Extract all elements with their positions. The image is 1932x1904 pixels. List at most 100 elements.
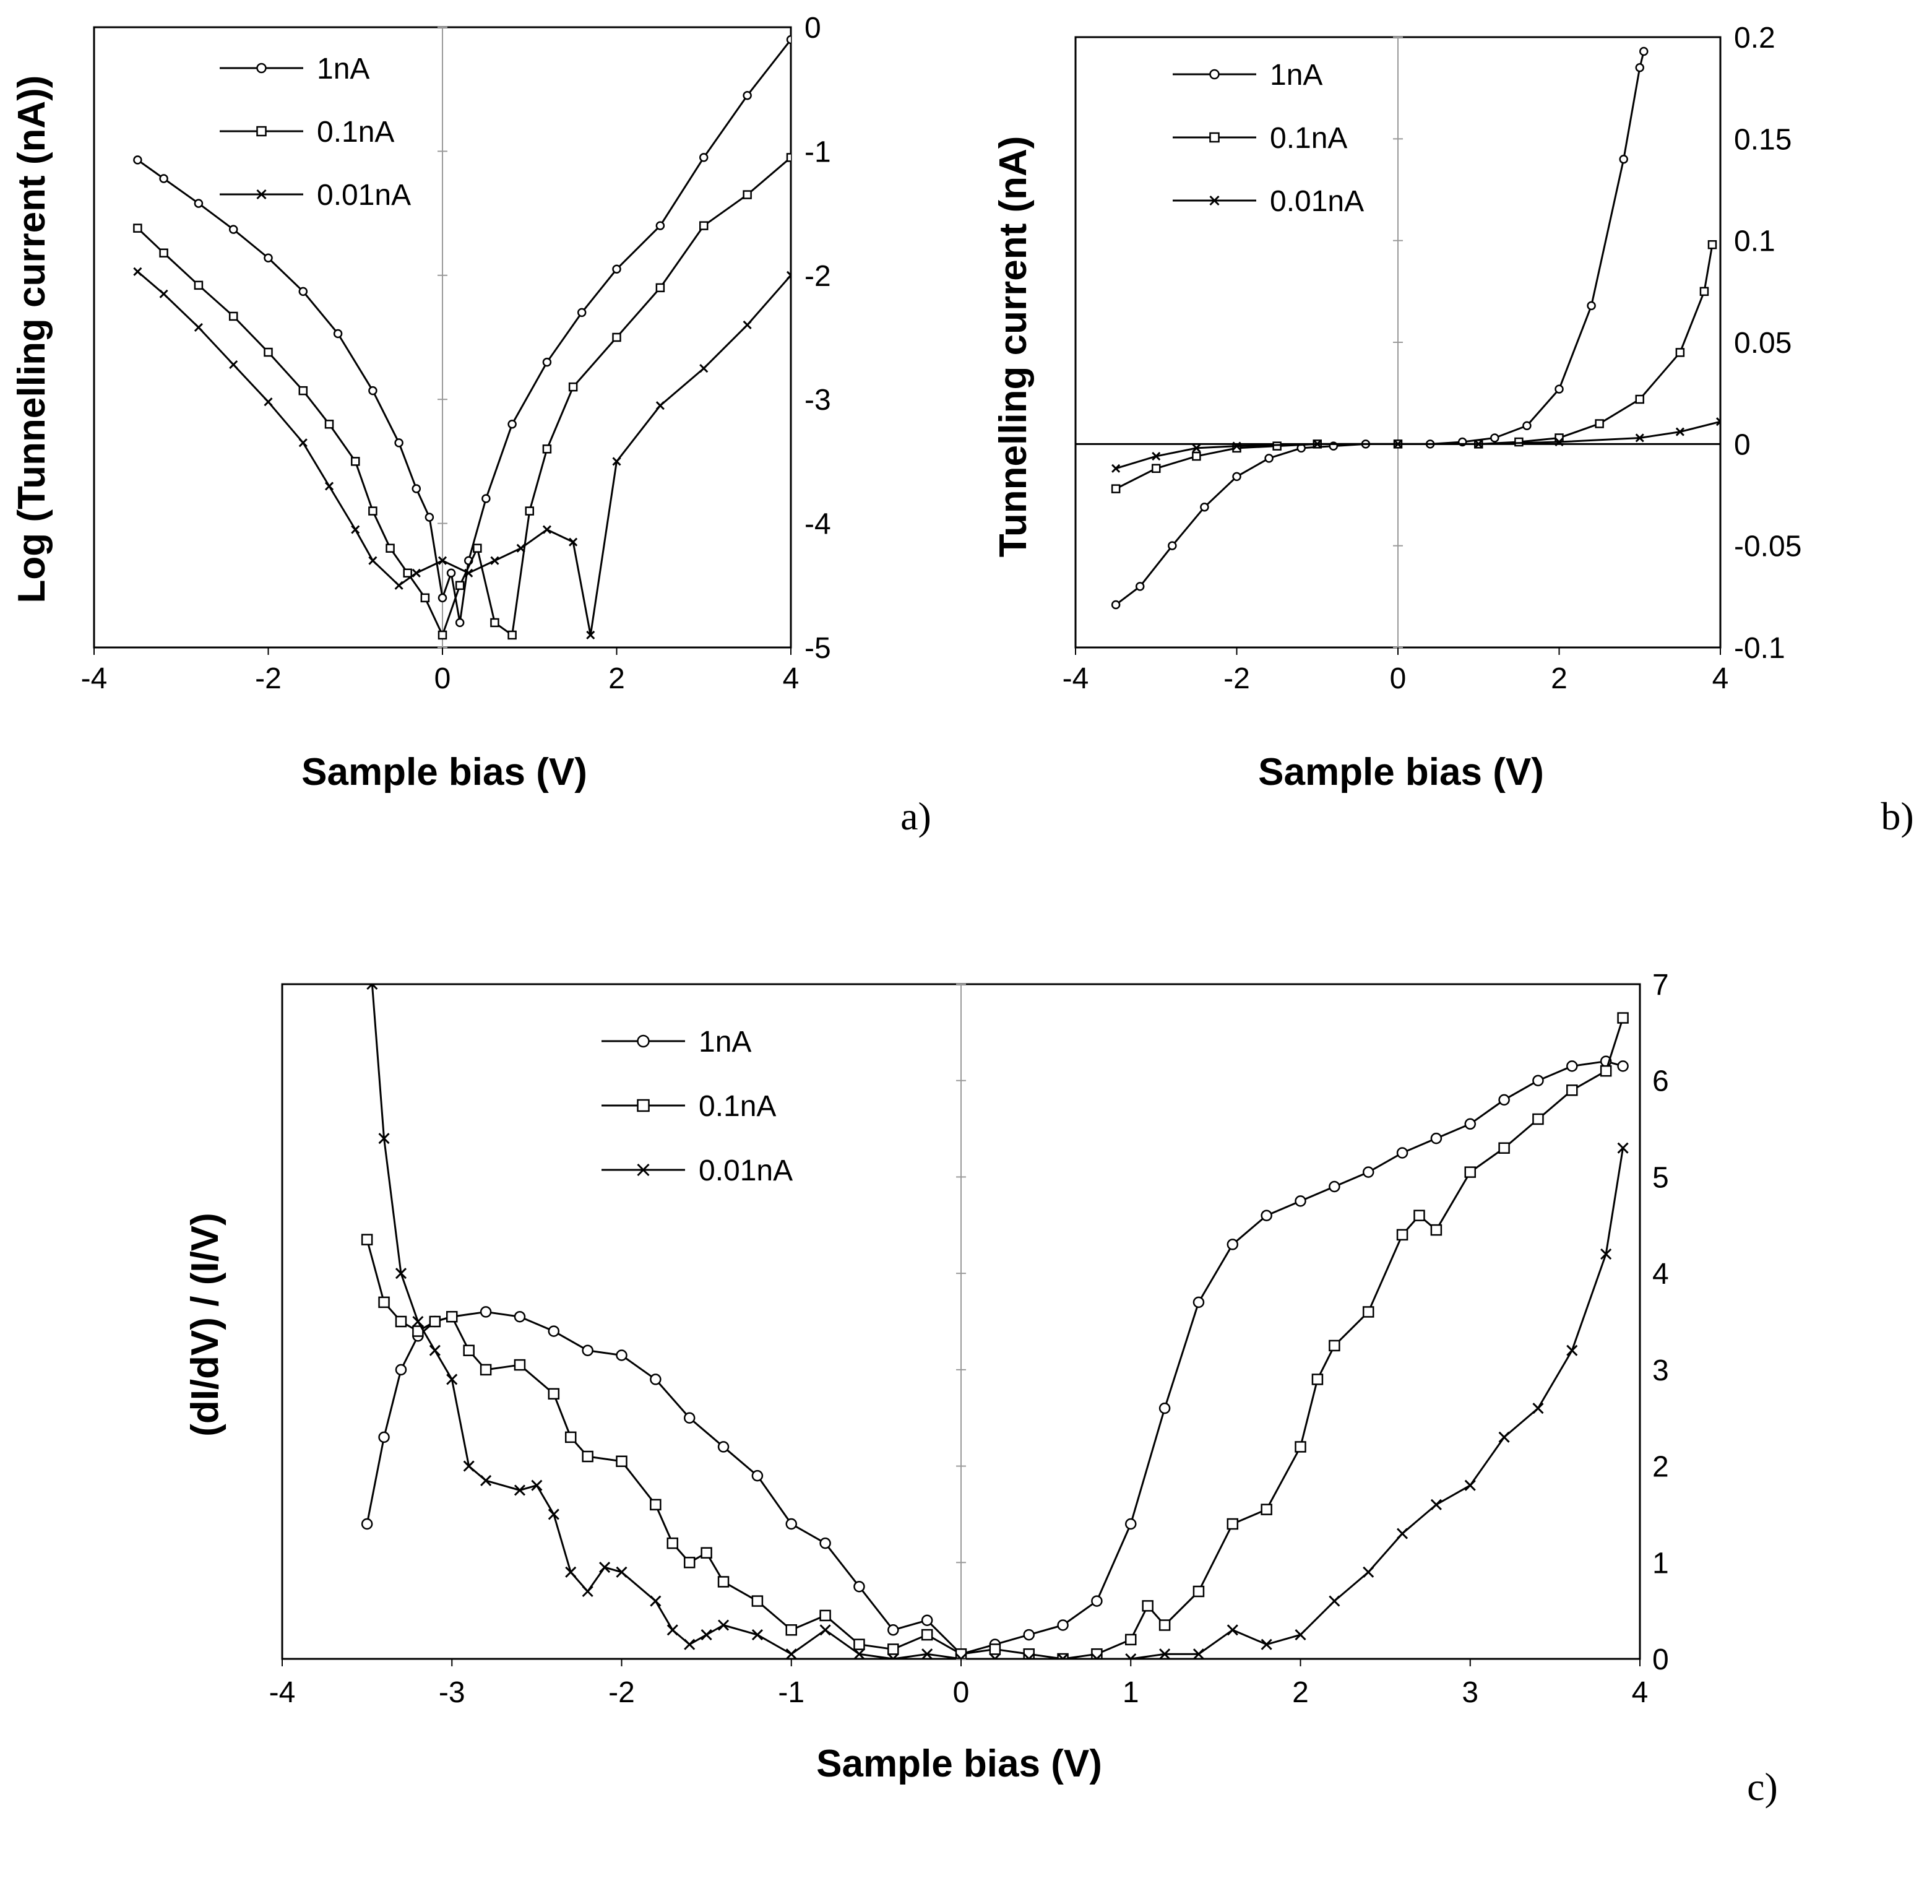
data-point	[1675, 348, 1685, 357]
legend-label: 0.1nA	[1270, 122, 1347, 155]
data-point	[1587, 301, 1596, 311]
data-point	[1329, 1180, 1340, 1193]
panel-a-label: a)	[900, 794, 931, 838]
data-point	[1111, 464, 1121, 473]
data-point	[887, 1624, 899, 1636]
x-tick-label: -3	[439, 1676, 465, 1709]
data-point	[1617, 1142, 1629, 1154]
data-point	[1232, 472, 1241, 482]
data-point	[717, 1441, 730, 1453]
data-point	[516, 543, 525, 553]
data-point	[386, 543, 395, 553]
data-point	[612, 457, 621, 466]
data-point	[599, 1562, 611, 1573]
panel-b-chart: b) Sample bias (V) Tunnelling current (n…	[992, 22, 1914, 838]
x-tick-label: -2	[1223, 662, 1250, 695]
data-point	[1023, 1653, 1035, 1659]
data-point	[1313, 439, 1322, 449]
data-point	[490, 556, 499, 565]
data-point	[368, 556, 377, 565]
series-line	[137, 39, 791, 624]
x-tick-label: 4	[1632, 1676, 1649, 1709]
data-point	[582, 1450, 593, 1463]
data-point	[548, 1325, 560, 1337]
data-point	[1635, 433, 1644, 443]
data-point	[1261, 1209, 1272, 1221]
data-point	[438, 630, 447, 640]
panel-b-y-axis-title: Tunnelling current (nA)	[992, 136, 1035, 558]
data-point	[1635, 63, 1644, 72]
legend-label: 0.1nA	[699, 1090, 776, 1123]
data-point	[616, 1455, 627, 1468]
data-point	[228, 311, 238, 321]
y-tick-label: 2	[1652, 1451, 1669, 1484]
data-point	[1464, 1479, 1476, 1491]
data-point	[1125, 1518, 1137, 1530]
data-point	[699, 364, 709, 373]
panel-b-label: b)	[1881, 794, 1913, 838]
data-point	[887, 1643, 899, 1655]
data-point	[1522, 421, 1532, 431]
data-point	[514, 1310, 526, 1323]
legend-label: 1nA	[699, 1026, 751, 1058]
data-point	[785, 1648, 797, 1659]
data-point	[368, 386, 377, 396]
data-point	[1619, 154, 1628, 164]
data-point	[1295, 1195, 1306, 1207]
legend-label: 1nA	[317, 53, 369, 85]
data-point	[194, 322, 203, 332]
y-tick-label: -4	[804, 508, 831, 541]
data-point	[378, 1431, 390, 1443]
data-point	[133, 223, 142, 233]
data-point	[616, 1349, 627, 1361]
x-tick-label: 1	[1123, 1676, 1139, 1709]
x-tick-label: 3	[1462, 1676, 1478, 1709]
data-point	[438, 556, 447, 565]
data-point	[655, 221, 665, 230]
data-point	[298, 287, 308, 296]
data-point	[1566, 1344, 1578, 1356]
data-point	[1595, 419, 1604, 428]
legend-label: 1nA	[1270, 59, 1322, 92]
data-point	[1125, 1653, 1137, 1659]
data-point	[438, 593, 447, 603]
series-line	[1115, 244, 1714, 490]
x-tick-label: 2	[1292, 1676, 1309, 1709]
data-point	[159, 248, 168, 257]
panel-c-x-axis-title: Sample bias (V)	[816, 1742, 1102, 1785]
legend-marker	[256, 63, 267, 74]
data-point	[701, 1629, 712, 1641]
legend-marker	[637, 1099, 650, 1112]
data-point	[1091, 1648, 1103, 1659]
data-point	[666, 1537, 679, 1549]
data-point	[955, 1653, 967, 1659]
data-point	[1362, 1166, 1374, 1178]
data-point	[420, 593, 430, 603]
series-circle	[133, 35, 791, 628]
data-point	[412, 1315, 424, 1328]
data-point	[159, 174, 168, 183]
y-tick-label: -3	[804, 384, 831, 417]
data-point	[490, 618, 499, 628]
data-point	[1152, 451, 1161, 461]
y-tick-label: 0	[804, 12, 821, 45]
data-point	[1023, 1648, 1035, 1659]
series-circle	[1111, 46, 1649, 610]
data-point	[1635, 394, 1644, 404]
data-point	[853, 1580, 865, 1593]
panel-a-y-axis-title: Log (Tunnelling current (nA))	[11, 76, 53, 604]
data-point	[264, 347, 273, 357]
data-point	[133, 155, 142, 165]
data-point	[1272, 441, 1282, 451]
data-point	[324, 482, 334, 491]
series-line	[1115, 420, 1720, 470]
data-point	[1490, 433, 1499, 443]
data-point	[751, 1595, 764, 1607]
data-point	[298, 438, 308, 448]
data-point	[655, 283, 665, 293]
data-point	[1329, 1339, 1340, 1352]
data-point	[1430, 1132, 1443, 1145]
data-point	[395, 1268, 407, 1279]
data-point	[1142, 1600, 1154, 1612]
data-point	[1200, 502, 1209, 512]
